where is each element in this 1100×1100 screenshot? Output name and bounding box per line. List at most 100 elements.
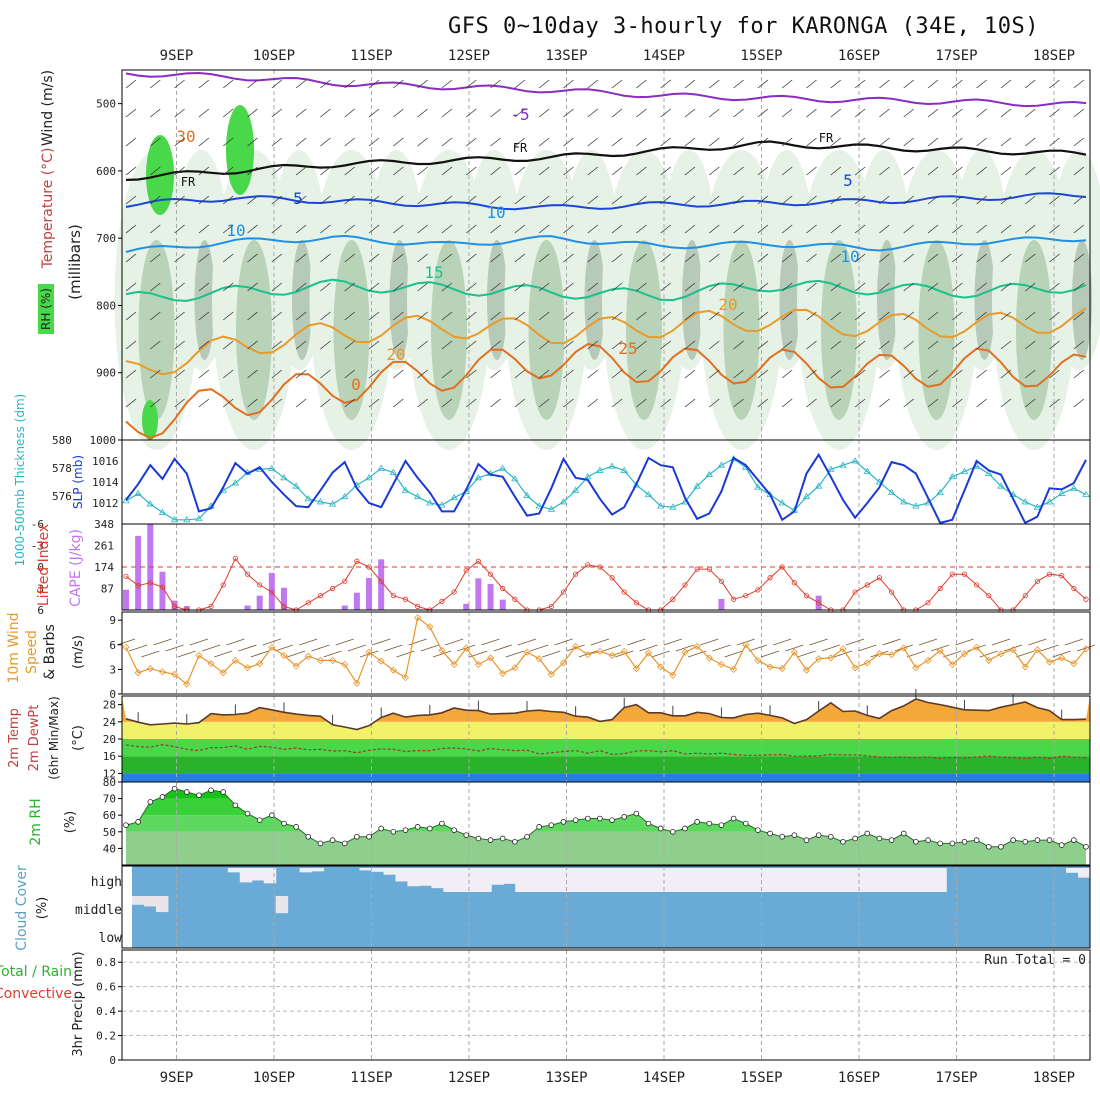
thickness-point bbox=[535, 502, 543, 509]
thickness-point bbox=[814, 482, 823, 489]
rh-area-dark bbox=[194, 240, 215, 360]
lifted-index-point bbox=[415, 603, 421, 610]
rh2m-point bbox=[876, 835, 883, 842]
thickness-point bbox=[717, 461, 726, 468]
wind-barb bbox=[611, 195, 623, 205]
wind-barb bbox=[150, 79, 161, 89]
cape-axis-label: CAPE (J/kg) bbox=[68, 529, 84, 607]
wind-barb bbox=[538, 137, 550, 147]
rh2m-point bbox=[937, 840, 943, 847]
wind-barb bbox=[222, 137, 234, 147]
wind10m-barb bbox=[797, 650, 816, 658]
wind-barb bbox=[441, 195, 453, 205]
wind10m-barb bbox=[845, 638, 865, 646]
cloud-high-gap bbox=[670, 868, 684, 892]
wind-speed-point bbox=[900, 644, 908, 652]
isotherm-15 bbox=[125, 278, 1087, 302]
wind-barb bbox=[441, 224, 453, 234]
lifted-index-point bbox=[512, 596, 518, 602]
wind-barb bbox=[757, 166, 769, 176]
wind-speed-point bbox=[207, 660, 215, 668]
wind-barb bbox=[806, 311, 817, 321]
wind-barb bbox=[344, 282, 355, 292]
wind-barb bbox=[344, 224, 355, 234]
wind-barb bbox=[1049, 369, 1060, 379]
wind-speed-point bbox=[1070, 660, 1078, 668]
wind-barb bbox=[198, 253, 210, 263]
rh2m-point bbox=[961, 838, 968, 845]
wind-barb bbox=[393, 137, 404, 147]
wind-barb bbox=[150, 195, 161, 205]
lifted-index-point bbox=[378, 578, 384, 584]
wind-barb bbox=[1024, 79, 1036, 89]
wind-barb bbox=[903, 195, 914, 205]
thickness-point bbox=[304, 495, 312, 502]
wind-barb bbox=[684, 137, 696, 147]
wind-barb bbox=[514, 195, 526, 205]
wind-speed-point bbox=[547, 670, 555, 678]
wind-speed-point bbox=[231, 656, 239, 664]
wind10m-barb bbox=[444, 638, 464, 646]
wind-barb bbox=[733, 166, 744, 176]
rh2m-point bbox=[1083, 843, 1089, 850]
cape-tick-label: 87 bbox=[101, 583, 114, 596]
wind-barb bbox=[538, 79, 550, 89]
wind-barb bbox=[514, 108, 526, 118]
wind-barb bbox=[320, 311, 331, 321]
rh2m-point bbox=[463, 832, 470, 838]
wind-barb bbox=[709, 253, 720, 263]
wind10m-barb bbox=[286, 650, 306, 658]
wind-speed-point bbox=[1045, 658, 1054, 666]
thickness-point bbox=[547, 505, 556, 512]
thickness-point bbox=[778, 499, 786, 506]
isotherm-10 bbox=[125, 234, 1087, 253]
lifted-index-point bbox=[803, 593, 810, 599]
lifted-index-point bbox=[621, 589, 627, 595]
wind-barb bbox=[247, 195, 258, 205]
lifted-index-point bbox=[390, 593, 396, 599]
wind-barb bbox=[563, 224, 574, 234]
rh-area-mid bbox=[333, 240, 370, 420]
wind-speed-point bbox=[329, 656, 337, 664]
wind-barb bbox=[417, 79, 428, 89]
wind-barb bbox=[198, 224, 210, 234]
wind-barb bbox=[660, 195, 671, 205]
wind-barb bbox=[368, 79, 380, 89]
wind-barb bbox=[806, 253, 817, 263]
wind-barb bbox=[587, 253, 599, 263]
rh2m-point bbox=[900, 830, 907, 837]
rh-area-mid bbox=[236, 240, 272, 420]
wind10m-barb bbox=[760, 650, 780, 658]
wind-barb bbox=[733, 340, 744, 350]
wind-barb bbox=[709, 398, 720, 408]
wind-barb bbox=[295, 79, 307, 89]
wind-barb bbox=[563, 282, 574, 292]
wind-barb bbox=[490, 137, 501, 147]
wind-barb bbox=[854, 79, 866, 89]
rh2m-point bbox=[815, 832, 822, 838]
wind-barb bbox=[174, 398, 185, 408]
wind10m-barb bbox=[250, 650, 269, 658]
wind10m-barb bbox=[517, 638, 537, 646]
wind-barb bbox=[393, 282, 404, 292]
wind-barb bbox=[271, 282, 283, 292]
wind-barb bbox=[854, 282, 866, 292]
wind-barb bbox=[295, 282, 307, 292]
wind10m-barb bbox=[274, 644, 294, 652]
wind-barb bbox=[903, 166, 914, 176]
wind-barb bbox=[150, 108, 161, 118]
wind-barb bbox=[174, 311, 185, 321]
rh2m-point bbox=[548, 822, 555, 828]
wind-speed-point bbox=[802, 666, 811, 674]
wind10m-barb bbox=[420, 644, 439, 652]
wind-barb bbox=[587, 166, 599, 176]
thickness-point bbox=[912, 502, 920, 509]
wind-barb bbox=[733, 253, 744, 263]
wind10m-barb bbox=[129, 644, 148, 652]
wind-barb bbox=[1073, 253, 1085, 263]
wind10m-barb bbox=[991, 638, 1011, 646]
wind-barb bbox=[441, 137, 453, 147]
wind-barb bbox=[927, 253, 939, 263]
lifted-index-point bbox=[475, 558, 482, 564]
wind-speed-point bbox=[863, 659, 871, 667]
